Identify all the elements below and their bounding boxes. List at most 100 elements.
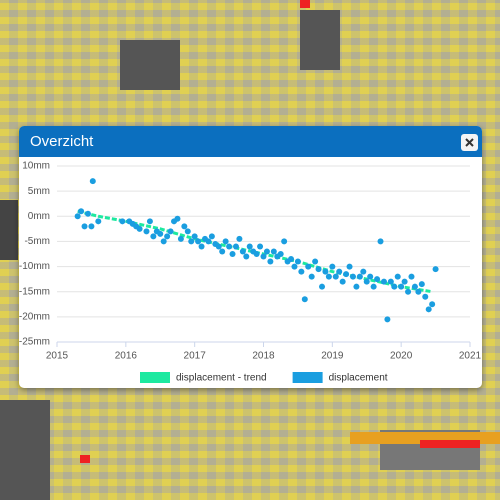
data-point xyxy=(374,276,381,283)
data-point xyxy=(260,253,267,260)
data-point xyxy=(164,233,171,240)
map-patch xyxy=(300,0,310,8)
data-point xyxy=(301,296,308,303)
x-tick-label: 2021 xyxy=(459,351,482,362)
data-point xyxy=(167,228,174,235)
data-point xyxy=(181,223,188,230)
y-tick-label: -20mm xyxy=(19,311,50,322)
legend-swatch xyxy=(140,372,170,383)
data-point xyxy=(143,228,150,235)
data-point xyxy=(346,263,353,270)
data-point xyxy=(418,281,425,288)
data-point xyxy=(89,178,96,185)
data-point xyxy=(312,258,319,265)
data-point xyxy=(322,268,329,275)
legend-label: displacement - trend xyxy=(176,373,267,384)
data-point xyxy=(146,218,153,225)
data-point xyxy=(191,233,198,240)
data-point xyxy=(308,273,315,280)
data-point xyxy=(215,243,222,250)
data-point xyxy=(429,301,436,308)
x-tick-label: 2018 xyxy=(252,351,275,362)
data-point xyxy=(188,238,195,245)
data-point xyxy=(239,248,246,255)
y-tick-label: 10mm xyxy=(22,161,50,172)
data-point xyxy=(339,278,346,285)
legend-swatch xyxy=(292,372,323,383)
data-point xyxy=(343,271,350,278)
map-patch xyxy=(80,455,90,463)
data-point xyxy=(198,243,205,250)
data-point xyxy=(205,238,212,245)
data-point xyxy=(298,268,305,275)
y-tick-label: 0mm xyxy=(28,211,50,222)
data-point xyxy=(408,273,415,280)
close-button[interactable] xyxy=(461,134,478,151)
data-point xyxy=(367,273,374,280)
data-point xyxy=(291,263,298,270)
data-point xyxy=(150,233,157,240)
data-point xyxy=(95,218,102,225)
legend-label: displacement xyxy=(329,373,388,384)
data-point xyxy=(226,243,233,250)
data-point xyxy=(356,273,363,280)
y-tick-label: -5mm xyxy=(24,236,50,247)
data-point xyxy=(263,248,270,255)
data-point xyxy=(294,258,301,265)
data-point xyxy=(270,248,277,255)
map-patch xyxy=(300,10,340,70)
x-tick-label: 2017 xyxy=(184,351,207,362)
data-point xyxy=(195,238,202,245)
data-point xyxy=(319,283,326,290)
data-point xyxy=(336,268,343,275)
data-point xyxy=(184,228,191,235)
data-point xyxy=(422,293,429,300)
y-tick-label: -10mm xyxy=(19,261,50,272)
popup: Overzicht 10mm 5mm 0mm -5mm -10mm -15mm -20mm -… xyxy=(19,126,482,388)
data-point xyxy=(360,268,367,275)
popup-title: Overzicht xyxy=(30,133,94,150)
data-point xyxy=(81,223,88,230)
x-tick-label: 2016 xyxy=(115,351,138,362)
data-point xyxy=(305,263,312,270)
data-point xyxy=(398,283,405,290)
data-point xyxy=(177,235,184,242)
data-point xyxy=(353,283,360,290)
data-point xyxy=(88,223,95,230)
data-point xyxy=(349,273,356,280)
data-point xyxy=(325,273,332,280)
data-point xyxy=(377,238,384,245)
y-tick-label: -25mm xyxy=(19,337,50,348)
data-point xyxy=(222,238,229,245)
data-point xyxy=(174,215,181,222)
y-tick-label: -15mm xyxy=(19,286,50,297)
close-icon xyxy=(465,138,474,147)
map-patch xyxy=(0,400,50,500)
map-patch xyxy=(0,200,18,260)
data-point xyxy=(236,235,243,242)
data-point xyxy=(160,238,167,245)
x-tick-label: 2015 xyxy=(46,351,69,362)
data-point xyxy=(415,288,422,295)
data-point xyxy=(78,208,85,215)
data-point xyxy=(432,266,439,273)
data-point xyxy=(253,251,260,257)
data-point xyxy=(257,243,264,250)
data-point xyxy=(267,258,274,265)
data-point xyxy=(136,225,143,232)
popup-header: Overzicht xyxy=(19,126,482,157)
data-point xyxy=(370,283,377,290)
data-point xyxy=(229,251,236,257)
map-patch xyxy=(120,40,180,90)
x-tick-label: 2020 xyxy=(390,351,413,362)
data-point xyxy=(119,218,126,225)
data-point xyxy=(384,316,391,323)
data-point xyxy=(394,273,401,280)
data-point xyxy=(243,253,250,260)
data-point xyxy=(232,243,239,250)
data-point xyxy=(208,233,215,240)
data-point xyxy=(380,278,387,285)
data-point xyxy=(329,263,336,270)
map-patch xyxy=(420,440,480,448)
